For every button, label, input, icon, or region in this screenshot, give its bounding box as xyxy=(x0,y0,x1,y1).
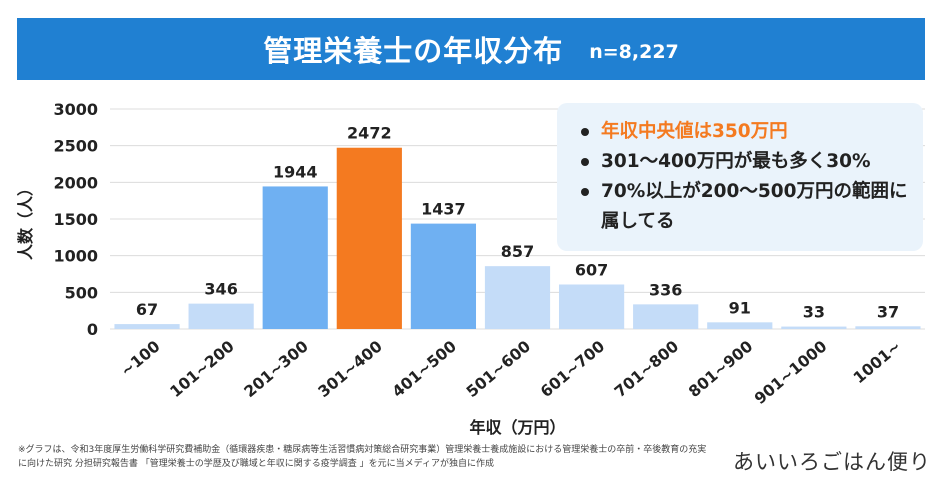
bar xyxy=(707,322,773,329)
x-tick-label: 601~700 xyxy=(537,337,608,401)
x-tick-label: 401~500 xyxy=(389,337,460,401)
brand-logo: あいいろごはん便り xyxy=(733,450,931,474)
data-label: 857 xyxy=(501,242,534,261)
callout-item-mode: 301〜400万円が最も多く30% xyxy=(579,147,911,177)
x-tick-label: 201~300 xyxy=(241,337,312,401)
data-label: 346 xyxy=(204,280,237,299)
bar xyxy=(336,147,402,329)
bar xyxy=(410,223,477,329)
title-banner: 管理栄養士の年収分布 n=8,227 xyxy=(17,18,925,80)
data-label: 33 xyxy=(803,303,825,322)
data-label: 2472 xyxy=(347,124,392,143)
x-tick-label: 801~900 xyxy=(685,337,756,401)
bar xyxy=(114,324,180,329)
data-label: 1437 xyxy=(421,200,466,219)
x-tick-label: 501~600 xyxy=(463,337,534,401)
summary-callout: 年収中央値は350万円 301〜400万円が最も多く30% 70%以上が200〜… xyxy=(557,103,923,251)
data-label: 1944 xyxy=(273,162,318,181)
sample-size: n=8,227 xyxy=(589,41,679,63)
bar xyxy=(188,303,254,329)
bar xyxy=(484,266,551,329)
y-tick-label: 0 xyxy=(87,320,98,339)
x-tick-label: 101~200 xyxy=(167,337,238,401)
y-tick-label: 1500 xyxy=(53,210,98,229)
data-label: 67 xyxy=(136,300,158,319)
y-tick-label: 1000 xyxy=(53,247,98,266)
data-label: 607 xyxy=(575,260,608,279)
y-tick-label: 3000 xyxy=(53,100,98,119)
data-label: 336 xyxy=(649,280,682,299)
x-tick-label: 301~400 xyxy=(315,337,386,401)
x-tick-label: 1001~ xyxy=(850,337,905,387)
x-axis-label: 年収（万円） xyxy=(469,418,565,437)
callout-item-range: 70%以上が200〜500万円の範囲に属してる xyxy=(579,177,911,237)
y-tick-label: 2000 xyxy=(53,173,98,192)
data-label: 37 xyxy=(877,302,899,321)
x-tick-label: 901~1000 xyxy=(751,337,831,408)
y-axis-label: 人数（人） xyxy=(16,180,35,260)
y-tick-label: 500 xyxy=(65,283,98,302)
bullet-icon xyxy=(581,188,589,196)
bar xyxy=(262,186,328,329)
source-footnote: ※グラフは、令和3年度厚生労働科学研究費補助金（循環器疾患・糖尿病等生活習慣病対… xyxy=(18,445,707,469)
bullet-icon xyxy=(581,128,589,136)
x-tick-label: 701~800 xyxy=(611,337,682,401)
data-label: 91 xyxy=(729,298,751,317)
bar xyxy=(633,304,699,329)
callout-item-median: 年収中央値は350万円 xyxy=(579,117,911,147)
x-tick-label: ~100 xyxy=(117,337,163,380)
bar xyxy=(781,326,847,329)
bar xyxy=(855,326,921,329)
bullet-icon xyxy=(581,158,589,166)
chart-title: 管理栄養士の年収分布 xyxy=(263,34,564,68)
bar xyxy=(558,284,625,329)
y-tick-label: 2500 xyxy=(53,137,98,156)
